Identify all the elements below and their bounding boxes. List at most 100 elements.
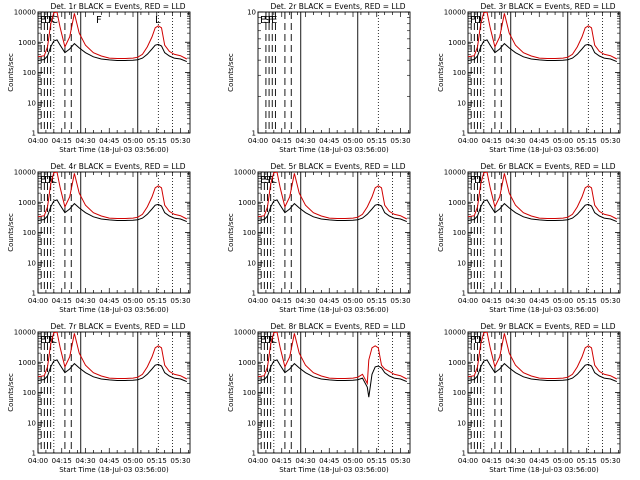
x-tick-label: 05:30 [600,457,620,465]
y-tick-label: 10000 [14,329,36,337]
series-group [468,332,618,383]
x-tick-label: 04:45 [529,297,549,305]
chart-panel-4: Det. 4r BLACK = Events, RED = LLD 1 10 100 1… [7,162,191,314]
x-tick-label: 04:15 [52,457,72,465]
x-tick-label: 05:15 [147,457,167,465]
y-axis-label: Counts/sec [227,373,235,412]
y-tick-label: 1 [252,130,256,138]
x-tick-label: 05:15 [367,137,387,145]
y-tick-label: 10 [457,259,466,267]
x-tick-label: 04:30 [75,457,95,465]
x-tick-label: 04:45 [99,457,119,465]
event-annotation: D [44,175,52,186]
y-tick-label: 100 [453,229,466,237]
x-tick-label: 04:45 [99,297,119,305]
x-tick-label: 04:00 [248,457,268,465]
series-line-black [468,39,617,63]
event-annotation: D [44,15,52,26]
y-tick-label: 100 [23,389,36,397]
y-tick-label: 10000 [444,9,466,17]
y-tick-label: 10 [247,9,256,17]
x-tick-label: 05:30 [390,297,410,305]
x-tick-label: 04:00 [458,297,478,305]
x-tick-label: 04:15 [52,297,72,305]
y-axis-label: Counts/sec [7,213,15,252]
x-tick-label: 05:30 [170,297,190,305]
x-tick-label: 04:30 [295,297,315,305]
x-tick-label: 04:15 [482,457,502,465]
event-annotation: F [268,15,274,26]
y-axis-label: Counts/sec [7,53,15,92]
x-tick-label: 05:00 [553,457,573,465]
series-line-black [258,359,407,398]
x-tick-label: 05:00 [553,137,573,145]
x-tick-label: 04:15 [272,457,292,465]
x-tick-label: 04:30 [75,137,95,145]
event-markers [260,172,393,293]
x-axis-label: Start Time (18-Jul-03 03:56:00) [279,146,389,154]
chart-panel-9: Det. 9r BLACK = Events, RED = LLD 1 10 100 1… [437,322,621,474]
x-tick-label: 04:00 [458,457,478,465]
series-line-red [258,172,408,220]
y-tick-label: 1 [462,290,466,298]
event-annotation: L [478,175,484,186]
y-axis-label: Counts/sec [227,213,235,252]
y-tick-label: 1 [252,450,256,458]
y-axis-label: Counts/sec [437,213,445,252]
event-annotation: L [271,335,277,346]
series-line-red [258,332,408,386]
x-axis-label: Start Time (18-Jul-03 03:56:00) [489,306,599,314]
y-tick-label: 1000 [18,359,36,367]
event-markers [470,332,603,453]
x-tick-label: 04:45 [319,297,339,305]
x-axis-label: Start Time (18-Jul-03 03:56:00) [489,146,599,154]
y-tick-label: 100 [243,229,256,237]
x-tick-label: 04:00 [28,297,48,305]
y-tick-label: 1 [462,130,466,138]
x-tick-label: 05:30 [600,137,620,145]
y-tick-label: 10000 [234,329,256,337]
y-tick-label: 1 [32,290,36,298]
x-tick-label: 05:00 [553,297,573,305]
event-markers [40,12,173,133]
y-axis-label: Counts/sec [437,373,445,412]
event-annotation: F [470,15,476,26]
event-annotation: S [264,175,270,186]
y-tick-label: 10000 [234,169,256,177]
series-line-black [468,359,617,383]
event-annotation: L [51,175,57,186]
event-markers [470,12,603,133]
y-tick-label: 10000 [444,329,466,337]
x-tick-label: 05:15 [577,457,597,465]
chart-panel-6: Det. 6r BLACK = Events, RED = LLD 1 10 100 1… [437,162,621,314]
y-tick-label: 1 [462,450,466,458]
y-tick-label: 10 [247,259,256,267]
x-tick-label: 05:15 [577,137,597,145]
y-tick-label: 10 [247,419,256,427]
series-line-red [38,332,188,380]
event-annotation: F [48,335,54,346]
x-tick-label: 05:00 [123,297,143,305]
event-annotation: L [155,15,161,26]
y-tick-label: 10000 [444,169,466,177]
event-annotation: L [271,175,277,186]
x-axis-label: Start Time (18-Jul-03 03:56:00) [59,146,169,154]
y-tick-label: 10 [27,419,36,427]
chart-panel-3: Det. 3r BLACK = Events, RED = LLD 1 10 100 1… [437,2,621,154]
event-annotation: D [474,175,482,186]
y-tick-label: 10000 [14,9,36,17]
y-tick-label: 1000 [448,359,466,367]
event-annotation: F [48,15,54,26]
event-annotation: C [51,15,58,26]
x-tick-label: 05:30 [170,137,190,145]
series-line-black [468,199,617,223]
event-markers [40,172,173,293]
y-tick-label: 1000 [448,199,466,207]
x-tick-label: 04:45 [529,457,549,465]
x-tick-label: 05:00 [343,297,363,305]
series-group [38,332,188,383]
chart-title: Det. 3r BLACK = Events, RED = LLD [480,2,615,11]
event-annotation: F [470,175,476,186]
series-line-red [468,172,618,220]
event-annotation: E [260,335,266,346]
